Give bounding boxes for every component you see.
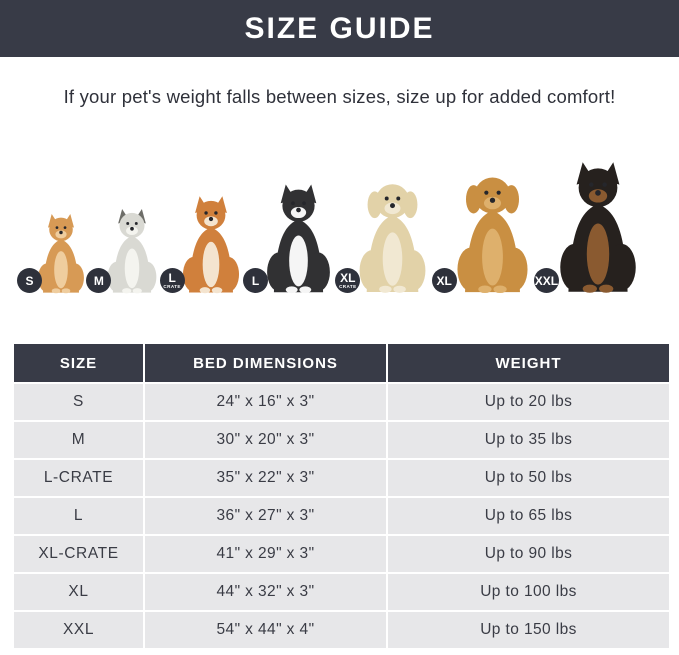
- table-cell-size: XL: [14, 574, 143, 610]
- table-cell-weight: Up to 35 lbs: [388, 422, 669, 458]
- border-collie-icon: [256, 182, 341, 294]
- table-cell-dimensions: 44" x 32" x 3": [145, 574, 386, 610]
- table-cell-weight: Up to 150 lbs: [388, 612, 669, 648]
- table-cell-size: L: [14, 498, 143, 534]
- dog-figure-s: S: [17, 212, 92, 294]
- golden-retriever-icon: [445, 169, 540, 294]
- doberman-icon: [547, 159, 649, 294]
- table-cell-dimensions: 36" x 27" x 3": [145, 498, 386, 534]
- table-cell-size: M: [14, 422, 143, 458]
- size-badge-label: L: [168, 270, 176, 285]
- table-cell-size: XL-CRATE: [14, 536, 143, 572]
- shiba-inu-icon: [173, 194, 249, 294]
- french-bulldog-icon: [99, 207, 165, 294]
- size-badge-label: XL: [340, 270, 356, 285]
- size-badge: M: [86, 268, 112, 293]
- size-badge: S: [17, 268, 42, 293]
- table-cell-dimensions: 24" x 16" x 3": [145, 384, 386, 420]
- size-badge: XL: [431, 268, 457, 293]
- column-header-size: SIZE: [14, 344, 143, 382]
- table-cell-dimensions: 35" x 22" x 3": [145, 460, 386, 496]
- dog-figure-xxl: XXL: [533, 159, 649, 294]
- table-cell-size: S: [14, 384, 143, 420]
- page-title: SIZE GUIDE: [244, 11, 435, 45]
- subtitle-text: If your pet's weight falls between sizes…: [63, 86, 616, 107]
- dog-figure-m: M: [86, 207, 165, 294]
- labrador-icon: [348, 176, 437, 294]
- size-badge-label: M: [93, 273, 104, 288]
- dog-figure-l: L: [242, 182, 341, 294]
- size-badge-label: XL: [436, 273, 452, 288]
- size-badge-sublabel: CRATE: [339, 283, 357, 289]
- table-cell-dimensions: 54" x 44" x 4": [145, 612, 386, 648]
- pomeranian-icon: [30, 212, 92, 294]
- size-badge: L CRATE: [159, 268, 185, 293]
- size-badge-label: XXL: [534, 273, 559, 288]
- dog-figure-xl: XL: [431, 169, 540, 294]
- size-badge: XL CRATE: [335, 268, 361, 293]
- header-bar: SIZE GUIDE: [0, 0, 679, 57]
- size-badge: XXL: [533, 268, 559, 293]
- size-badge-label: S: [25, 273, 34, 288]
- dog-figure-xl-crate: XL CRATE: [335, 176, 437, 294]
- table-cell-size: XXL: [14, 612, 143, 648]
- size-badge-sublabel: CRATE: [163, 283, 181, 289]
- size-badge: L: [242, 268, 268, 293]
- column-header-dimensions: BED DIMENSIONS: [145, 344, 386, 382]
- table-cell-weight: Up to 50 lbs: [388, 460, 669, 496]
- column-header-weight: WEIGHT: [388, 344, 669, 382]
- table-cell-weight: Up to 65 lbs: [388, 498, 669, 534]
- table-cell-dimensions: 41" x 29" x 3": [145, 536, 386, 572]
- dogs-row: S M L CRATE L XL CRATE XL XXL: [0, 152, 679, 294]
- table-cell-weight: Up to 20 lbs: [388, 384, 669, 420]
- dog-figure-l-crate: L CRATE: [159, 194, 249, 294]
- size-table: SIZE BED DIMENSIONS WEIGHT S 24" x 16" x…: [14, 344, 669, 648]
- table-cell-weight: Up to 100 lbs: [388, 574, 669, 610]
- table-cell-weight: Up to 90 lbs: [388, 536, 669, 572]
- size-badge-label: L: [251, 273, 260, 288]
- table-cell-size: L-CRATE: [14, 460, 143, 496]
- table-cell-dimensions: 30" x 20" x 3": [145, 422, 386, 458]
